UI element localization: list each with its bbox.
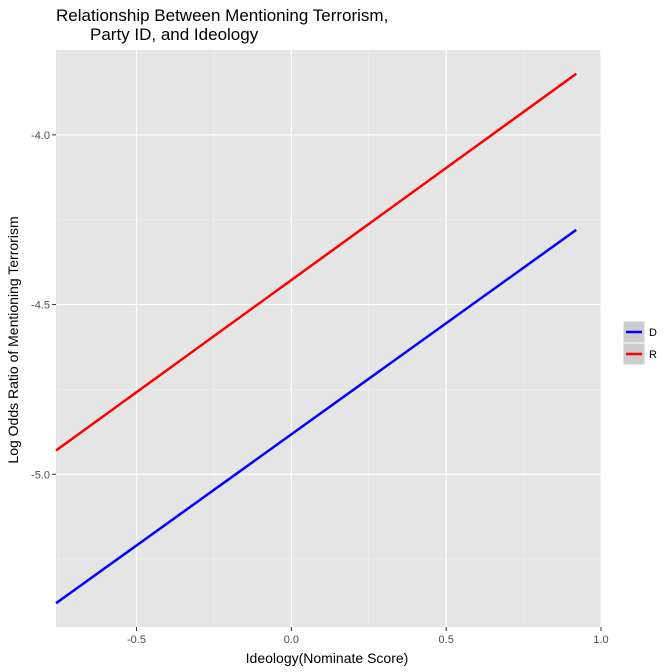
grid-major [56,50,602,627]
y-axis-ticks: -5.0 -4.5 -4.0 [31,130,56,481]
x-axis-title: Ideology(Nominate Score) [246,650,409,666]
series-line-R [55,72,577,452]
y-tick-label: -4.5 [31,300,50,312]
x-tick-label: 0.5 [439,634,454,646]
x-tick-label: 0.0 [284,634,299,646]
plot-panel [56,50,601,627]
x-tick-label: 1.0 [593,634,608,646]
legend: DR [622,320,657,366]
x-tick-label: -0.5 [127,634,146,646]
series-lines [55,72,577,605]
series-line-D [55,228,577,605]
y-axis-title: Log Odds Ratio of Mentioning Terrorism [5,216,21,463]
y-tick-label: -5.0 [31,469,50,481]
y-tick-label: -4.0 [31,130,50,142]
x-axis-ticks: -0.5 0.0 0.5 1.0 [127,627,609,646]
legend-label-D: D [649,327,657,339]
chart-title-line-1: Relationship Between Mentioning Terroris… [56,6,388,25]
legend-label-R: R [649,349,657,361]
grid-minor [56,50,601,627]
chart-title-line-2: Party ID, and Ideology [90,25,259,44]
